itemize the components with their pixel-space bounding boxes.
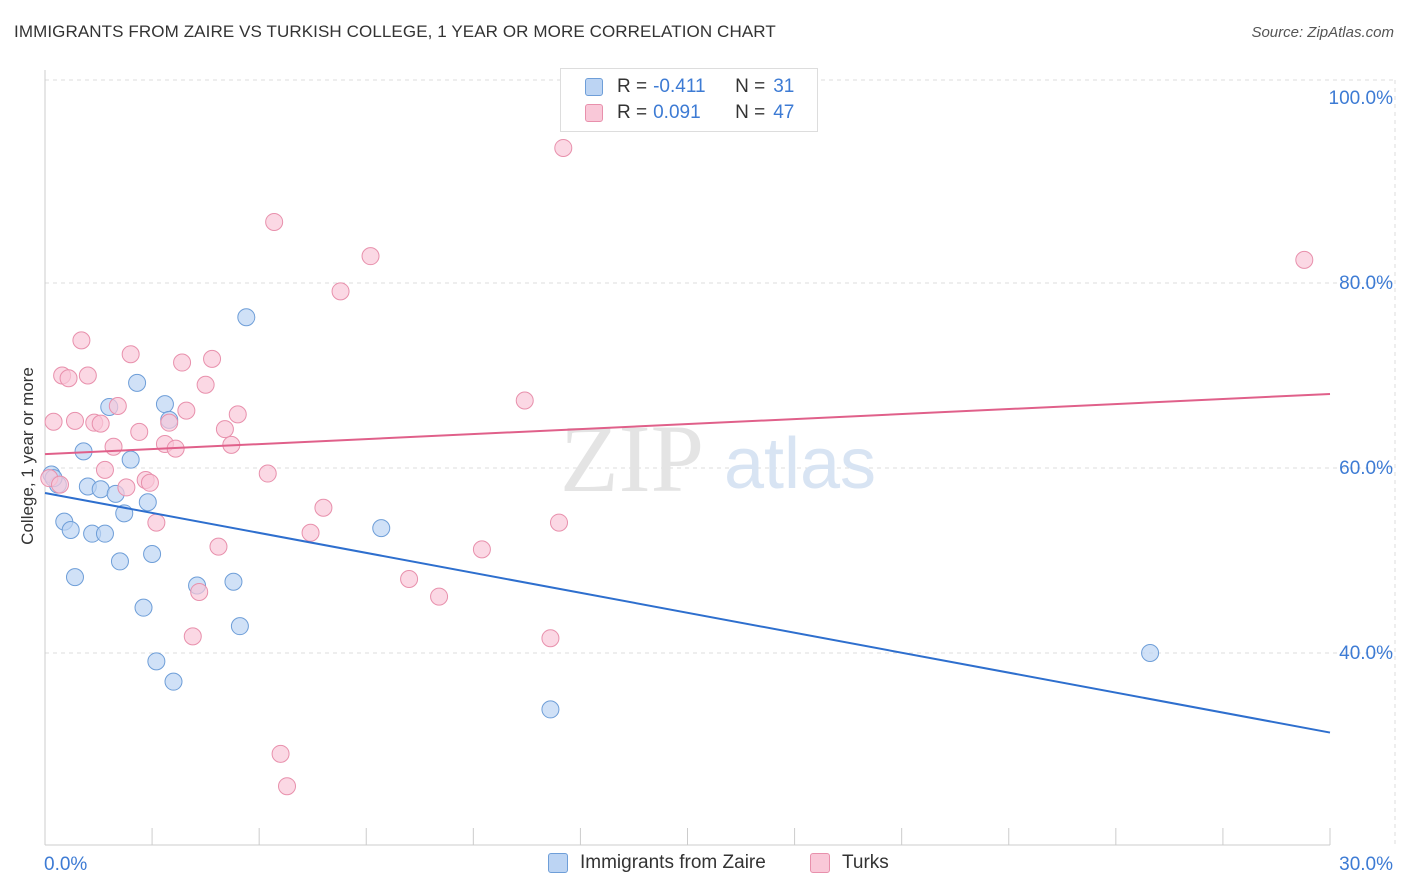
chart-title: IMMIGRANTS FROM ZAIRE VS TURKISH COLLEGE…	[14, 22, 776, 41]
zaire-point	[1141, 644, 1160, 662]
zaire-point	[110, 552, 129, 571]
zaire-point	[121, 450, 140, 469]
legend-r-label: R =	[617, 102, 648, 123]
y-tick-label: 60.0%	[1339, 458, 1393, 479]
legend-n-value: 31	[773, 76, 795, 97]
zaire-point	[230, 617, 249, 636]
turks-point	[265, 212, 284, 231]
turks-point	[1295, 250, 1314, 269]
turks-point	[104, 437, 123, 456]
zaire-point	[65, 568, 84, 587]
turks-point	[430, 587, 449, 606]
bottom-legend-swatch-turks	[810, 853, 830, 873]
zaire-point	[91, 480, 110, 499]
turks-point	[400, 570, 419, 588]
zaire-point	[95, 524, 114, 543]
turks-point	[515, 391, 534, 410]
zaire-point	[128, 373, 147, 392]
zaire-point	[164, 672, 183, 691]
turks-point	[550, 513, 568, 532]
zaire-point	[138, 493, 157, 512]
watermark-zip: ZIP	[560, 405, 704, 512]
turks-point	[203, 349, 222, 368]
zaire-point	[372, 519, 391, 538]
turks-point	[278, 777, 297, 796]
turks-point	[258, 464, 277, 483]
watermark: ZIP atlas	[560, 405, 876, 512]
bottom-legend-turks: Turks	[810, 852, 889, 874]
legend-r-value: 0.091	[653, 102, 701, 123]
turks-point	[228, 405, 247, 424]
turks-point	[209, 537, 228, 556]
turks-trend-line	[44, 393, 1331, 456]
bottom-legend-label-turks: Turks	[842, 852, 889, 873]
turks-point	[271, 744, 290, 763]
y-tick-label: 40.0%	[1339, 643, 1393, 664]
legend-r-value: -0.411	[653, 76, 706, 97]
y-tick-label: 100.0%	[1329, 88, 1394, 109]
turks-point	[59, 369, 78, 388]
zaire-point	[143, 545, 162, 564]
turks-point	[44, 412, 63, 431]
turks-point	[301, 523, 320, 542]
turks-point	[196, 375, 215, 394]
turks-point	[472, 540, 491, 559]
turks-point	[72, 331, 91, 350]
turks-point	[108, 397, 127, 416]
x-tick-label: 0.0%	[44, 854, 87, 875]
zaire-point	[237, 308, 256, 327]
turks-point	[130, 422, 149, 441]
turks-point	[314, 498, 333, 517]
zaire-point	[134, 598, 153, 617]
turks-point	[173, 353, 192, 372]
zaire-point	[147, 652, 166, 671]
bottom-legend-zaire: Immigrants from Zaire	[548, 852, 766, 874]
legend-row-zaire: R = -0.411 N = 31	[585, 75, 794, 99]
legend-swatch-turks	[585, 104, 603, 122]
watermark-atlas: atlas	[724, 424, 876, 504]
axes	[44, 70, 1331, 846]
turks-point	[91, 414, 110, 433]
turks-point	[50, 475, 69, 494]
legend-swatch-zaire	[585, 78, 603, 96]
turks-point	[147, 513, 166, 532]
y-tick-label: 80.0%	[1339, 273, 1393, 294]
source-label: Source: ZipAtlas.com	[1251, 24, 1394, 41]
legend-n-value: 47	[773, 102, 795, 123]
legend-row-turks: R = 0.091 N = 47	[585, 101, 794, 125]
turks-point	[78, 366, 97, 385]
turks-point	[177, 401, 196, 420]
correlation-legend: R = -0.411 N = 31 R = 0.091 N = 47	[560, 68, 818, 132]
bottom-legend-label-zaire: Immigrants from Zaire	[580, 852, 766, 873]
x-tick-label: 30.0%	[1339, 854, 1393, 875]
turks-point	[117, 478, 136, 497]
legend-n-label: N =	[735, 76, 766, 97]
turks-point	[95, 460, 114, 479]
trend-lines	[44, 393, 1331, 734]
zaire-point	[155, 395, 174, 414]
turks-point	[361, 247, 380, 266]
turks-point	[140, 473, 159, 492]
zaire-point	[61, 520, 80, 539]
tick-labels: 100.0% 80.0% 60.0% 40.0% 0.0% 30.0%	[44, 88, 1393, 875]
legend-n-label: N =	[735, 102, 766, 123]
turks-point	[183, 627, 202, 646]
y-axis-label: College, 1 year or more	[18, 367, 37, 545]
turks-point	[190, 582, 209, 601]
zaire-trend-line	[44, 491, 1331, 734]
zaire-point	[541, 700, 560, 719]
turks-point	[331, 282, 350, 301]
turks-point	[554, 138, 573, 157]
turks-point	[160, 413, 179, 432]
turks-point	[215, 420, 234, 439]
turks-point	[65, 411, 84, 430]
turks-point	[541, 629, 560, 648]
legend-r-label: R =	[617, 76, 648, 97]
turks-point	[121, 345, 140, 364]
bottom-legend-swatch-zaire	[548, 853, 568, 873]
zaire-point	[224, 572, 243, 591]
grid-lines	[45, 79, 1396, 845]
